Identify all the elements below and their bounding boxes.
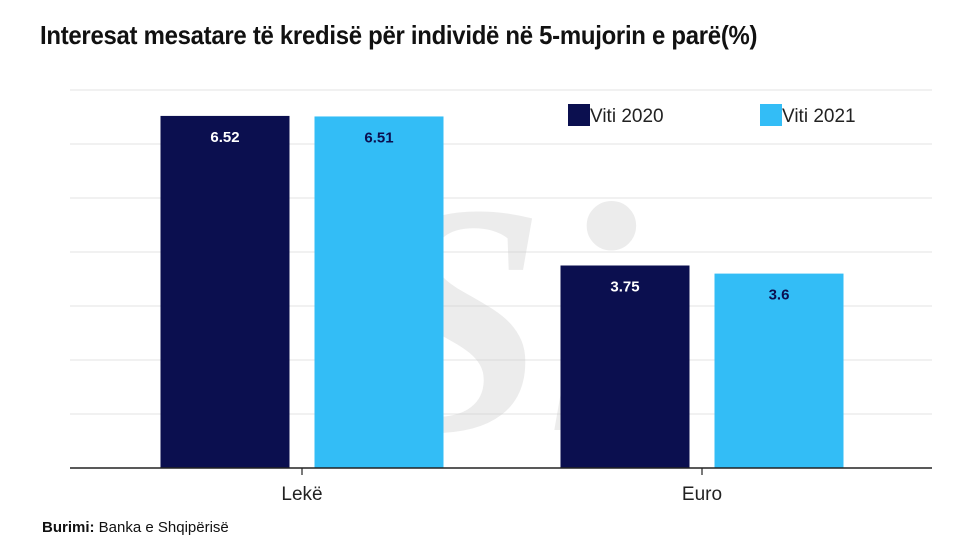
legend-swatch bbox=[568, 104, 590, 126]
bar-lek--2 bbox=[314, 116, 444, 469]
bars-group: 6.52 6.51 3.75 3.6 bbox=[160, 115, 844, 469]
bar-euro-2 bbox=[714, 273, 844, 468]
legend: Viti 2020 Viti 2021 bbox=[568, 104, 856, 127]
source-label: Burimi: bbox=[42, 519, 95, 536]
bar-euro-1 bbox=[560, 265, 690, 468]
chart-title: Interesat mesatare të kredisë për indivi… bbox=[40, 20, 758, 50]
x-axis: Lekë Euro bbox=[70, 467, 932, 505]
data-label: 6.51 bbox=[364, 129, 393, 146]
legend-swatch bbox=[760, 104, 782, 126]
data-label: 6.52 bbox=[210, 129, 239, 146]
x-tick-label: Euro bbox=[682, 484, 722, 505]
source-note: Burimi: Banka e Shqipërisë bbox=[42, 519, 229, 536]
data-label: 3.75 bbox=[610, 279, 639, 296]
legend-label: Viti 2020 bbox=[590, 106, 664, 127]
source-text: Banka e Shqipërisë bbox=[98, 519, 229, 536]
data-label: 3.6 bbox=[769, 287, 790, 304]
x-tick-label: Lekë bbox=[281, 484, 322, 505]
legend-label: Viti 2021 bbox=[782, 106, 856, 127]
bar-lek--1 bbox=[160, 115, 290, 469]
